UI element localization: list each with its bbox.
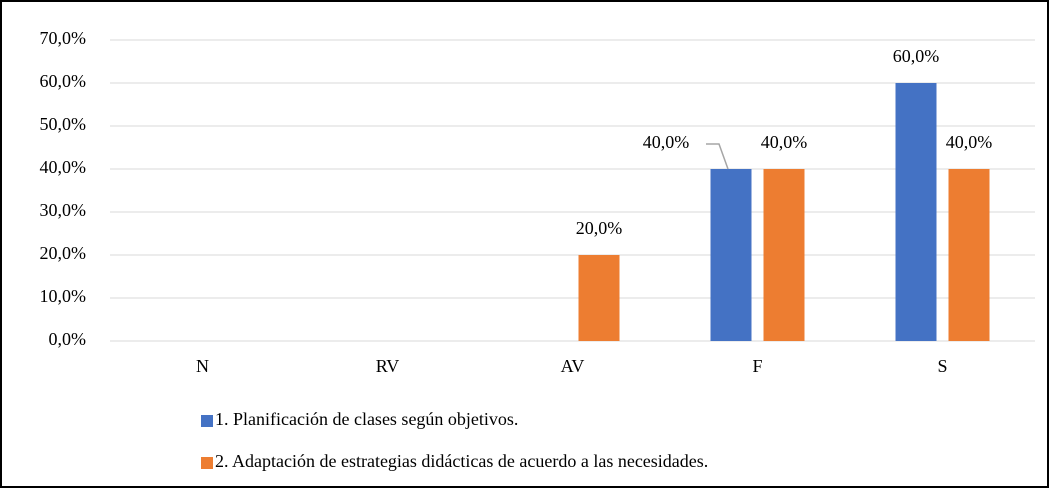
y-tick-label: 60,0% (40, 71, 87, 91)
bar (895, 83, 937, 341)
legend-label: 1. Planificación de clases según objetiv… (215, 409, 518, 429)
y-tick-label: 10,0% (40, 286, 87, 306)
data-label: 20,0% (576, 218, 623, 238)
legend-label: 2. Adaptación de estrategias didácticas … (215, 451, 708, 471)
bar (763, 169, 805, 341)
y-tick-label: 30,0% (40, 200, 87, 220)
data-label: 40,0% (761, 132, 808, 152)
bar (948, 169, 990, 341)
x-tick-label: RV (376, 356, 400, 376)
y-tick-label: 20,0% (40, 243, 87, 263)
y-tick-label: 70,0% (40, 28, 87, 48)
data-label: 40,0% (643, 132, 690, 152)
x-tick-label: F (752, 356, 762, 376)
bar (710, 169, 752, 341)
x-tick-label: S (937, 356, 947, 376)
leader-line (706, 143, 729, 170)
legend-swatch (201, 457, 213, 469)
data-label: 60,0% (893, 46, 940, 66)
data-label: 40,0% (946, 132, 993, 152)
bar (578, 255, 620, 341)
y-tick-label: 40,0% (40, 157, 87, 177)
y-tick-label: 0,0% (49, 329, 87, 349)
x-tick-label: N (196, 356, 209, 376)
y-tick-label: 50,0% (40, 114, 87, 134)
x-tick-label: AV (561, 356, 585, 376)
legend-swatch (201, 415, 213, 427)
